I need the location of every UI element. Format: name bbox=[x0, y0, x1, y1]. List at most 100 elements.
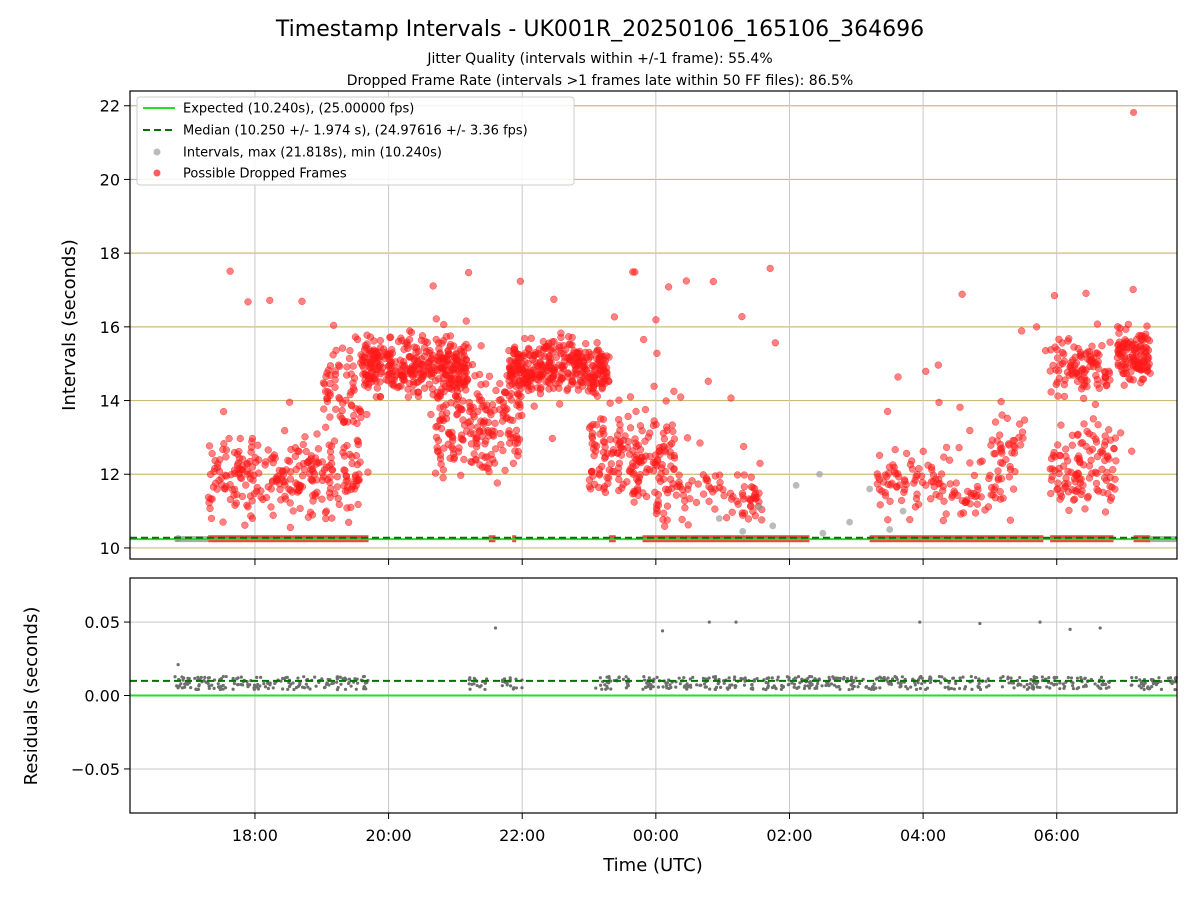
dropped-frame-point bbox=[505, 427, 513, 435]
residual-point bbox=[1150, 684, 1154, 689]
dropped-frame-point bbox=[704, 377, 712, 385]
dropped-frame-point bbox=[729, 493, 737, 501]
residual-point bbox=[850, 687, 855, 691]
residual-point bbox=[1045, 685, 1049, 689]
x-tick-label: 18:00 bbox=[232, 826, 278, 845]
residual-point bbox=[304, 682, 308, 686]
residual-point bbox=[467, 682, 471, 686]
dropped-frame-point bbox=[1011, 444, 1019, 452]
residual-point bbox=[1018, 675, 1022, 680]
top-y-tick-label: 22 bbox=[100, 97, 120, 116]
dropped-frame-point bbox=[722, 514, 731, 522]
dropped-frame-point bbox=[536, 390, 545, 398]
dropped-frame-point bbox=[521, 349, 529, 357]
residual-point bbox=[913, 683, 917, 687]
residual-point bbox=[281, 676, 285, 681]
dropped-frame-point bbox=[632, 442, 640, 451]
dropped-frame-point bbox=[537, 383, 545, 392]
residual-point bbox=[216, 682, 220, 686]
residual-point bbox=[707, 676, 711, 680]
residual-point bbox=[483, 681, 488, 685]
residual-point bbox=[888, 681, 892, 686]
dropped-frame-point bbox=[1087, 456, 1095, 464]
dropped-frame-point bbox=[966, 459, 974, 467]
dropped-frame-point bbox=[1016, 441, 1025, 449]
residual-point bbox=[271, 686, 275, 690]
dropped-frame-point bbox=[512, 426, 521, 434]
residual-point bbox=[323, 685, 327, 689]
dropped-frame-point bbox=[1053, 346, 1061, 354]
residual-point bbox=[1048, 686, 1052, 690]
residual-point bbox=[644, 685, 648, 689]
residual-point bbox=[952, 687, 956, 691]
dropped-frame-point bbox=[634, 486, 642, 494]
dropped-frame-point bbox=[585, 476, 594, 484]
dropped-frame-point bbox=[282, 466, 290, 474]
dropped-frame-point bbox=[610, 313, 619, 321]
residual-point bbox=[918, 686, 922, 691]
interval-point bbox=[899, 507, 907, 515]
dropped-frame-point bbox=[328, 514, 336, 522]
residual-point bbox=[1134, 676, 1138, 680]
dropped-frame-point bbox=[557, 333, 565, 342]
dropped-frame-point bbox=[468, 458, 476, 467]
residual-point bbox=[605, 675, 609, 679]
residual-point bbox=[1093, 682, 1097, 686]
dropped-frame-point bbox=[1070, 343, 1078, 351]
dropped-frame-point bbox=[412, 354, 421, 362]
residual-point bbox=[751, 687, 755, 691]
dropped-frame-point bbox=[638, 427, 646, 435]
dropped-frame-point bbox=[994, 467, 1002, 475]
dropped-frame-point bbox=[1110, 445, 1118, 453]
residual-point bbox=[985, 685, 989, 689]
residual-point bbox=[475, 683, 479, 688]
dropped-frame-point bbox=[1083, 494, 1092, 502]
dropped-frame-point bbox=[1074, 470, 1082, 478]
dropped-frame-point bbox=[1107, 493, 1116, 502]
dropped-frame-point bbox=[418, 372, 427, 381]
dropped-frame-point bbox=[619, 480, 627, 489]
dropped-frame-point bbox=[453, 387, 461, 396]
dropped-frame-point bbox=[329, 321, 338, 330]
residual-point bbox=[1058, 687, 1062, 691]
dropped-frame-point bbox=[219, 518, 227, 526]
dropped-frame-point bbox=[1105, 367, 1113, 375]
dropped-frame-point bbox=[696, 439, 704, 447]
dropped-frame-point bbox=[285, 457, 294, 465]
residual-point bbox=[858, 681, 862, 686]
dropped-frame-point bbox=[875, 451, 884, 460]
residual-point bbox=[346, 681, 351, 686]
dropped-frame-point bbox=[557, 369, 566, 377]
dropped-frame-point bbox=[281, 495, 290, 503]
dropped-frame-point bbox=[326, 362, 335, 370]
residual-point bbox=[1055, 682, 1059, 686]
legend-swatch-points bbox=[153, 148, 161, 156]
residual-point bbox=[939, 681, 943, 685]
dropped-frame-point bbox=[1080, 394, 1088, 403]
dropped-frame-point bbox=[285, 398, 294, 406]
residual-point bbox=[753, 678, 757, 682]
dropped-frame-point bbox=[348, 453, 356, 461]
dropped-frame-point bbox=[615, 486, 623, 495]
dropped-frame-point bbox=[555, 347, 563, 355]
dropped-frame-point bbox=[650, 382, 658, 390]
residual-point bbox=[1007, 681, 1011, 685]
residual-point bbox=[362, 674, 366, 679]
dropped-frame-point bbox=[298, 297, 306, 305]
dropped-frame-point bbox=[1049, 361, 1057, 370]
dropped-frame-point bbox=[1048, 465, 1056, 473]
dropped-frame-point bbox=[678, 515, 686, 524]
dropped-frame-point bbox=[309, 491, 317, 500]
dropped-frame-point bbox=[756, 459, 764, 468]
dropped-frame-point bbox=[1047, 476, 1056, 484]
residual-point bbox=[743, 679, 747, 683]
dropped-frame-point bbox=[1109, 465, 1117, 474]
dropped-frame-point bbox=[885, 463, 894, 471]
dropped-frame-point bbox=[323, 369, 331, 377]
residual-point bbox=[505, 683, 509, 687]
dropped-frame-point bbox=[299, 472, 307, 480]
residual-point bbox=[1071, 683, 1075, 688]
dropped-frame-point bbox=[457, 471, 465, 479]
dropped-frame-point bbox=[496, 379, 504, 388]
residual-point bbox=[701, 676, 706, 680]
